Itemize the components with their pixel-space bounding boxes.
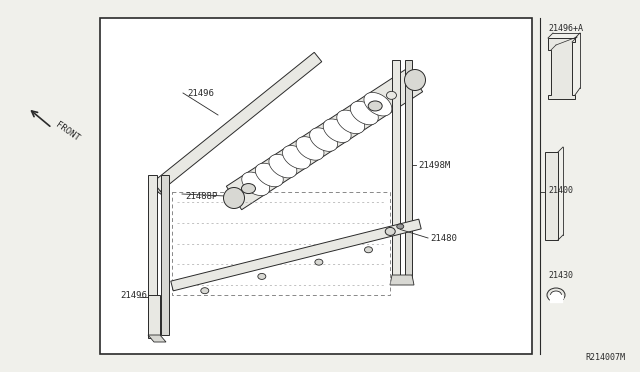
- Text: R214007M: R214007M: [585, 353, 625, 362]
- Ellipse shape: [368, 101, 382, 111]
- Polygon shape: [392, 60, 400, 280]
- Ellipse shape: [258, 273, 266, 279]
- Polygon shape: [171, 219, 421, 291]
- Ellipse shape: [364, 247, 372, 253]
- Polygon shape: [151, 183, 164, 197]
- Text: 21496+A: 21496+A: [548, 23, 583, 32]
- Ellipse shape: [323, 119, 351, 142]
- Ellipse shape: [550, 291, 561, 299]
- Polygon shape: [548, 38, 575, 99]
- Text: 21430: 21430: [548, 270, 573, 279]
- Text: 21400: 21400: [548, 186, 573, 195]
- Ellipse shape: [201, 288, 209, 294]
- Ellipse shape: [269, 154, 297, 178]
- Ellipse shape: [242, 172, 269, 196]
- Polygon shape: [151, 52, 322, 193]
- Polygon shape: [405, 60, 412, 280]
- Ellipse shape: [255, 163, 284, 187]
- Polygon shape: [390, 275, 414, 285]
- Polygon shape: [545, 152, 558, 240]
- Ellipse shape: [337, 110, 365, 134]
- Text: 21496: 21496: [187, 89, 214, 97]
- Ellipse shape: [223, 187, 244, 208]
- Ellipse shape: [547, 288, 565, 302]
- Ellipse shape: [387, 92, 396, 99]
- Ellipse shape: [241, 183, 255, 193]
- Text: 21496: 21496: [120, 291, 147, 299]
- Ellipse shape: [315, 259, 323, 265]
- Polygon shape: [148, 295, 160, 338]
- Text: FRONT: FRONT: [54, 121, 81, 143]
- Bar: [100, 18, 532, 354]
- Ellipse shape: [310, 128, 337, 151]
- Ellipse shape: [282, 145, 310, 169]
- Ellipse shape: [296, 137, 324, 160]
- Ellipse shape: [364, 92, 392, 116]
- Text: 21480: 21480: [430, 234, 457, 243]
- Polygon shape: [148, 335, 166, 342]
- Polygon shape: [227, 68, 422, 210]
- Ellipse shape: [385, 227, 396, 235]
- Ellipse shape: [397, 224, 404, 229]
- Ellipse shape: [350, 101, 378, 125]
- Polygon shape: [148, 175, 157, 330]
- Text: 21488P: 21488P: [185, 192, 217, 201]
- Text: 21498M: 21498M: [418, 160, 451, 170]
- Polygon shape: [161, 175, 169, 335]
- Ellipse shape: [404, 70, 426, 90]
